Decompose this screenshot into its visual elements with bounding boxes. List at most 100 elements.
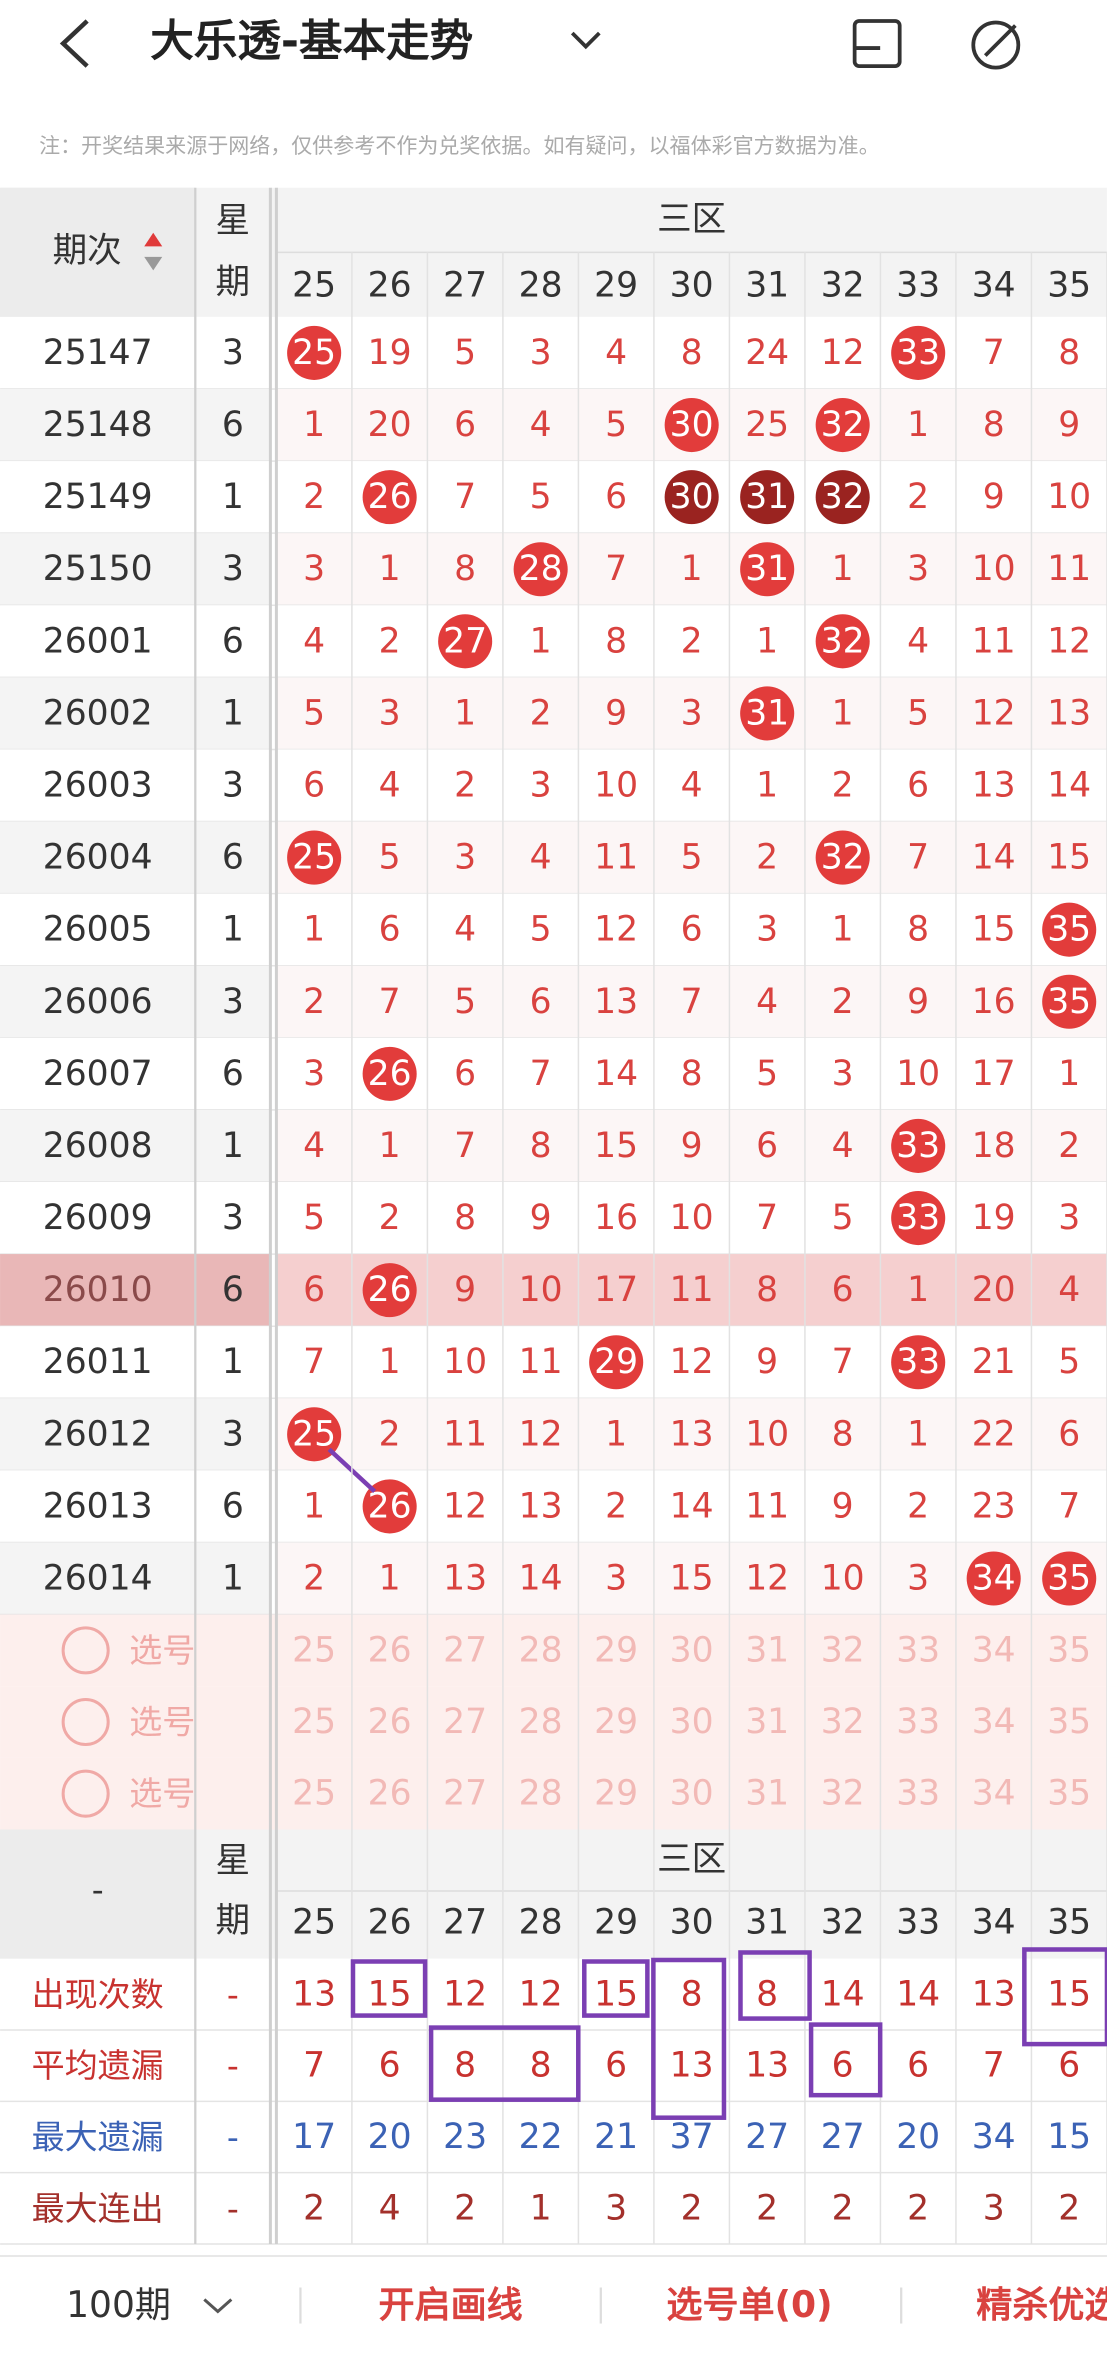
select-bg (0, 1686, 1107, 1758)
select-number[interactable]: 34 (972, 1774, 1016, 1814)
miss-number: 1 (832, 910, 854, 950)
hit-ball (513, 542, 568, 597)
select-number[interactable]: 26 (368, 1774, 412, 1814)
select-number[interactable]: 31 (745, 1702, 789, 1742)
footer-button[interactable]: 选号单(0) (666, 2285, 832, 2326)
miss-number: 1 (605, 1414, 627, 1454)
miss-number: 4 (605, 333, 627, 373)
select-number[interactable]: 31 (745, 1774, 789, 1814)
column-header: 31 (745, 265, 789, 305)
select-number[interactable]: 27 (443, 1774, 487, 1814)
miss-number: 2 (907, 1486, 929, 1526)
stat-value: 6 (907, 2046, 929, 2086)
column-header: 30 (670, 265, 714, 305)
miss-number: 9 (530, 1198, 552, 1238)
row-left-bg (0, 316, 271, 389)
select-number[interactable]: 35 (1047, 1774, 1091, 1814)
miss-number: 10 (443, 1342, 487, 1382)
miss-number: 13 (519, 1486, 563, 1526)
select-number[interactable]: 35 (1047, 1702, 1091, 1742)
miss-number: 12 (821, 333, 865, 373)
miss-number: 1 (681, 549, 703, 589)
select-number[interactable]: 33 (896, 1630, 940, 1670)
weekday: 6 (222, 621, 244, 661)
miss-number: 3 (379, 693, 401, 733)
miss-number: 4 (832, 1126, 854, 1166)
select-number[interactable]: 32 (821, 1702, 865, 1742)
miss-number: 1 (379, 1342, 401, 1382)
weekday: 6 (222, 405, 244, 445)
select-number[interactable]: 25 (292, 1702, 336, 1742)
stat-value: 2 (756, 2188, 778, 2228)
select-number[interactable]: 29 (594, 1774, 638, 1814)
select-number[interactable]: 29 (594, 1630, 638, 1670)
stat-value: 21 (594, 2117, 638, 2157)
select-radio[interactable] (61, 1769, 110, 1818)
select-radio[interactable] (61, 1626, 110, 1675)
hit-number: 35 (1047, 982, 1091, 1022)
share-icon[interactable] (971, 20, 1021, 70)
select-number[interactable]: 30 (670, 1774, 714, 1814)
hit-ball (362, 1479, 417, 1534)
miss-number: 11 (1047, 549, 1091, 589)
footer-button[interactable]: 开启画线 (379, 2285, 523, 2326)
stat-value: 8 (681, 1974, 703, 2014)
select-number[interactable]: 32 (821, 1630, 865, 1670)
select-number[interactable]: 30 (670, 1702, 714, 1742)
weekday: 6 (222, 1054, 244, 1094)
select-radio[interactable] (61, 1697, 110, 1747)
miss-number: 9 (605, 693, 627, 733)
annotation-box (582, 1959, 650, 2018)
select-number[interactable]: 27 (443, 1702, 487, 1742)
miss-number: 8 (832, 1414, 854, 1454)
select-number[interactable]: 33 (896, 1774, 940, 1814)
select-number[interactable]: 35 (1047, 1630, 1091, 1670)
select-number[interactable]: 34 (972, 1630, 1016, 1670)
select-number[interactable]: 29 (594, 1702, 638, 1742)
miss-number: 10 (519, 1270, 563, 1310)
select-number[interactable]: 25 (292, 1774, 336, 1814)
footer-button[interactable]: 精杀优选 (976, 2285, 1107, 2326)
select-number[interactable]: 27 (443, 1630, 487, 1670)
weekday: 1 (222, 910, 244, 950)
weekday: 3 (222, 1414, 244, 1454)
miss-number: 13 (443, 1559, 487, 1599)
select-number[interactable]: 33 (896, 1702, 940, 1742)
miss-number: 5 (530, 910, 552, 950)
period-header-bg (0, 187, 196, 317)
stat-value: 13 (292, 1974, 336, 2014)
draw-row: 25149 1 2 26 7 5 6 30 31 32 2 9 10 (0, 461, 1107, 534)
title-dropdown[interactable] (570, 31, 601, 50)
select-number[interactable]: 30 (670, 1630, 714, 1670)
hit-number: 26 (368, 1270, 412, 1310)
miss-number: 3 (303, 549, 325, 589)
select-number[interactable]: 28 (519, 1630, 563, 1670)
miss-number: 16 (594, 1198, 638, 1238)
miss-number: 7 (530, 1054, 552, 1094)
hit-ball (664, 470, 719, 525)
hit-number: 25 (292, 333, 336, 373)
draw-row: 26003 3 6 4 2 3 10 4 1 2 6 13 14 (0, 749, 1107, 823)
miss-number: 16 (972, 982, 1016, 1022)
select-number[interactable]: 31 (745, 1630, 789, 1670)
row-left-bg (0, 388, 271, 462)
miss-number: 8 (681, 1054, 703, 1094)
select-number[interactable]: 26 (368, 1630, 412, 1670)
stat-value: 34 (972, 2117, 1016, 2157)
select-number[interactable]: 28 (519, 1774, 563, 1814)
select-number[interactable]: 26 (368, 1702, 412, 1742)
hit-ball (815, 614, 870, 669)
device-icon[interactable] (852, 19, 902, 68)
select-number[interactable]: 34 (972, 1702, 1016, 1742)
miss-number: 6 (530, 982, 552, 1022)
weekday-header: 星 (216, 1841, 251, 1881)
select-number[interactable]: 28 (519, 1702, 563, 1742)
miss-number: 2 (379, 1414, 401, 1454)
stat-value: 2 (454, 2188, 476, 2228)
back-button[interactable] (59, 19, 89, 68)
select-number[interactable]: 32 (821, 1774, 865, 1814)
miss-number: 13 (670, 1414, 714, 1454)
select-number[interactable]: 25 (292, 1630, 336, 1670)
select-label: 选号 (129, 1703, 195, 1742)
period-selector[interactable]: 100期 (66, 2285, 171, 2326)
